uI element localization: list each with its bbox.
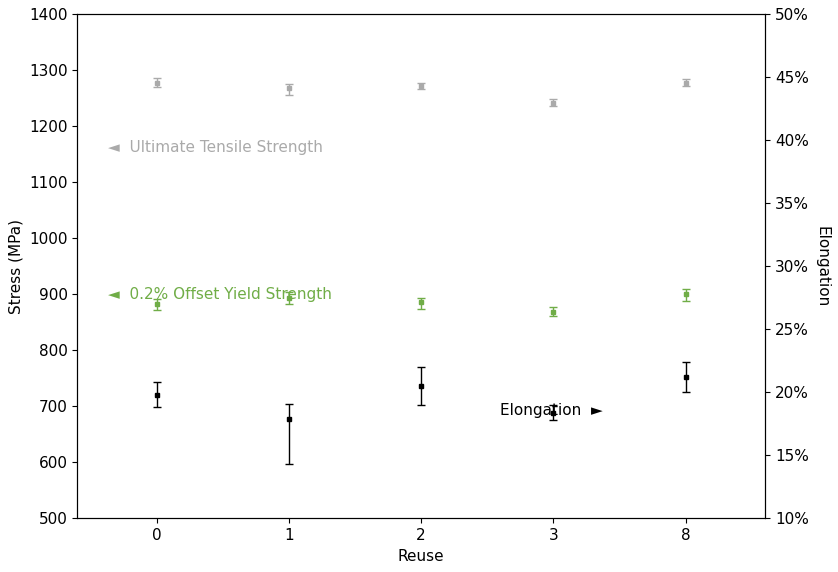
Text: ◄  Ultimate Tensile Strength: ◄ Ultimate Tensile Strength xyxy=(108,140,323,156)
Y-axis label: Elongation: Elongation xyxy=(815,226,830,307)
X-axis label: Reuse: Reuse xyxy=(398,549,444,563)
Y-axis label: Stress (MPa): Stress (MPa) xyxy=(8,219,23,314)
Text: ◄  0.2% Offset Yield Strength: ◄ 0.2% Offset Yield Strength xyxy=(108,287,332,301)
Text: Elongation  ►: Elongation ► xyxy=(500,403,603,418)
